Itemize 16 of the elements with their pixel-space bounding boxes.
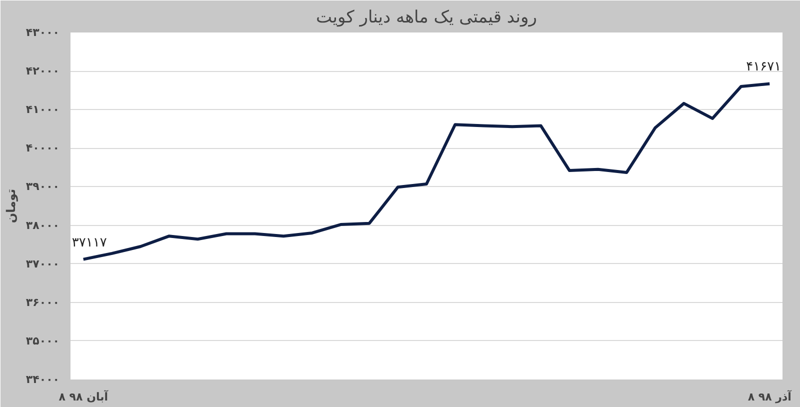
y-tick-label: ۴۳۰۰۰ (26, 26, 60, 39)
y-tick-label: ۴۲۰۰۰ (26, 64, 60, 78)
x-tick-label: ۸ آبان ۹۸ (58, 390, 108, 404)
x-tick-label: ۸ آذر ۹۸ (748, 390, 792, 404)
y-tick-label: ۳۴۰۰۰ (26, 373, 60, 386)
chart-title: روند قیمتی یک ماهه دینار کویت (316, 8, 537, 28)
data-label: ۳۷۱۱۷ (72, 235, 107, 250)
y-tick-label: ۳۷۰۰۰ (26, 257, 60, 270)
y-axis-title: تومان (4, 188, 18, 224)
y-tick-label: ۴۱۰۰۰ (26, 103, 60, 116)
y-tick-label: ۳۵۰۰۰ (26, 334, 60, 348)
y-tick-label: ۳۶۰۰۰ (26, 296, 60, 309)
y-tick-label: ۴۰۰۰۰ (26, 142, 60, 155)
y-tick-label: ۳۸۰۰۰ (26, 218, 60, 232)
data-label: ۴۱۶۷۱ (746, 60, 782, 75)
y-tick-label: ۳۹۰۰۰ (26, 180, 60, 194)
